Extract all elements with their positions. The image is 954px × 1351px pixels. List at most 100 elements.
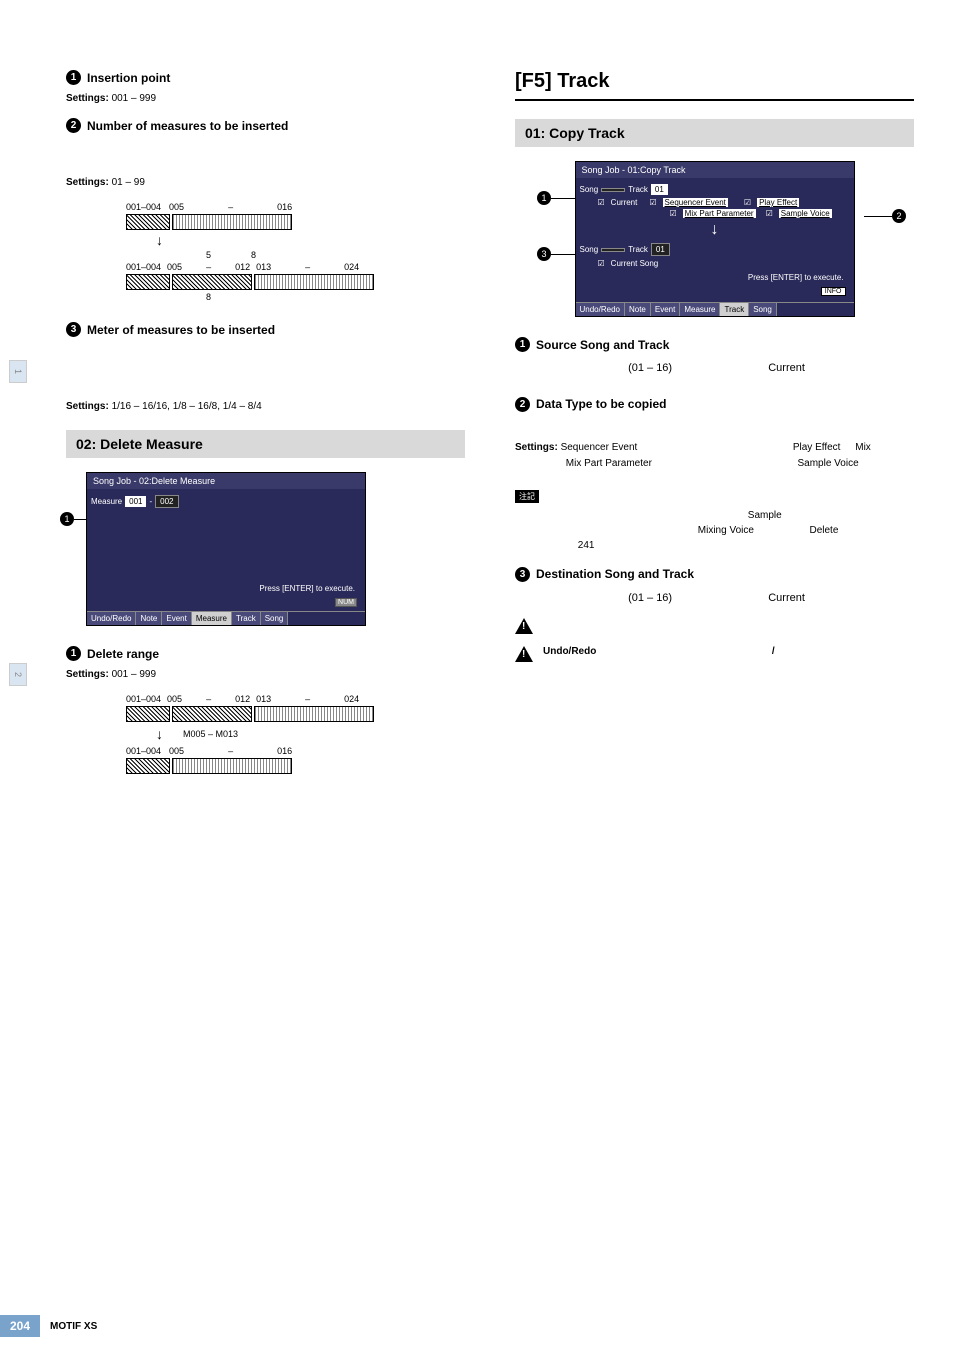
- tab-undo[interactable]: Undo/Redo: [87, 612, 136, 625]
- mid-label: M005 – M013: [183, 729, 238, 739]
- settings-value: 1/16 – 16/16, 1/8 – 16/8, 1/4 – 8/4: [112, 401, 262, 412]
- bullet-2-icon: 2: [66, 118, 81, 133]
- settings-delete-range: Settings: 001 – 999: [66, 669, 465, 680]
- exec-line: Press [ENTER] to execute.: [580, 269, 850, 286]
- checkbox-icon[interactable]: ☑: [649, 198, 656, 207]
- settings-label: Settings:: [515, 442, 558, 453]
- bar-bottom: [126, 758, 465, 774]
- settings-label: Settings:: [66, 177, 109, 188]
- tab-event[interactable]: Event: [162, 612, 191, 625]
- heading-text: Meter of measures to be inserted: [87, 323, 275, 337]
- heading-text: Insertion point: [87, 71, 170, 85]
- f5-header: [F5] Track: [515, 70, 914, 101]
- note-text: 241: [578, 540, 595, 551]
- lbl: 005: [167, 262, 182, 272]
- diagram-top-labels: 001–004 005 – 012 013 – 024: [126, 694, 465, 704]
- delete-diagram: 001–004 005 – 012 013 – 024 ↓ M005 – M01…: [126, 694, 465, 774]
- copy-track-screen: Song Job - 01:Copy Track Song Track 01 ☑…: [575, 161, 855, 317]
- lbl: 013: [256, 694, 271, 704]
- warning-text: Undo/Redo /: [543, 646, 775, 657]
- lbl: 012: [235, 694, 250, 704]
- lbl: 001–004: [126, 694, 161, 704]
- checkbox-icon[interactable]: ☑: [670, 209, 677, 218]
- bar-top: [126, 214, 465, 230]
- field-track[interactable]: 01: [651, 243, 670, 256]
- lbl: 005: [169, 746, 184, 756]
- checkbox-icon[interactable]: ☑: [744, 198, 751, 207]
- lbl: 024: [344, 694, 359, 704]
- tab-track[interactable]: Track: [232, 612, 261, 625]
- checkbox-icon[interactable]: ☑: [766, 209, 773, 218]
- lbl: 5: [206, 250, 211, 260]
- diagram-bot-labels: 001–004 005 – 012 013 – 024: [126, 262, 465, 272]
- warning-icon: [515, 618, 533, 634]
- delete-measure-screen: Song Job - 02:Delete Measure Measure 001…: [86, 472, 366, 626]
- tab-note[interactable]: Note: [136, 612, 162, 625]
- field-track[interactable]: 01: [651, 184, 668, 195]
- mid-labels: 5 8: [206, 250, 465, 260]
- lbl: 8: [206, 292, 465, 302]
- section-02-header: 02: Delete Measure: [66, 430, 465, 458]
- current-label: Current: [768, 592, 805, 604]
- lbl: 001–004: [126, 262, 161, 272]
- side-tab-1: 1: [9, 360, 27, 383]
- settings-data-type: Settings: Sequencer Event Play Effect Mi…: [515, 440, 914, 472]
- side-tab-2: 2: [9, 663, 27, 686]
- hatch-segment: [172, 274, 252, 290]
- checkbox-icon[interactable]: ☑: [598, 259, 605, 268]
- info-badge[interactable]: INFO: [821, 287, 846, 296]
- tab-note[interactable]: Note: [625, 303, 651, 316]
- lbl: Play Effect: [757, 198, 799, 207]
- field-to[interactable]: 002: [155, 495, 178, 508]
- note-body: Sample Mixing Voice Delete 241: [515, 508, 914, 553]
- tab-song[interactable]: Song: [749, 303, 777, 316]
- heading-text: Delete range: [87, 647, 159, 661]
- dst-row: Song Track 01: [580, 241, 850, 258]
- bullet-3-icon: 3: [515, 567, 530, 582]
- field-from[interactable]: 001: [125, 496, 146, 507]
- warning-icon: [515, 646, 533, 662]
- tab-strip: Undo/Redo Note Event Measure Track Song: [87, 611, 365, 625]
- hatch-segment: [254, 274, 374, 290]
- tab-song[interactable]: Song: [261, 612, 289, 625]
- note-text: Sample: [748, 510, 782, 521]
- tab-event[interactable]: Event: [651, 303, 680, 316]
- hatch-segment: [254, 706, 374, 722]
- tab-track[interactable]: Track: [720, 303, 749, 316]
- src-current: ☑ Current ☑ Sequencer Event ☑ Play Effec…: [580, 197, 850, 208]
- callout-1-icon: 1: [537, 191, 551, 205]
- hatch-segment: [126, 758, 170, 774]
- hatch-segment: [126, 274, 170, 290]
- checkbox-icon[interactable]: ☑: [598, 198, 605, 207]
- field-song[interactable]: [601, 248, 625, 252]
- tab-measure[interactable]: Measure: [192, 612, 232, 625]
- left-column: 1 Insertion point Settings: 001 – 999 2 …: [66, 70, 465, 1311]
- delete-screen-wrap: 1 Song Job - 02:Delete Measure Measure 0…: [86, 472, 465, 626]
- note-tag: 注記: [515, 490, 539, 503]
- page: 1 2 1 Insertion point Settings: 001 – 99…: [0, 0, 954, 1351]
- field-song[interactable]: [601, 188, 625, 192]
- footer: 204 MOTIF XS: [0, 1315, 97, 1337]
- lbl: 005: [167, 694, 182, 704]
- lbl: Current: [611, 198, 638, 207]
- settings-value: Mix: [855, 442, 871, 453]
- tab-measure[interactable]: Measure: [680, 303, 720, 316]
- tab-undo[interactable]: Undo/Redo: [576, 303, 625, 316]
- settings-label: Settings:: [66, 669, 109, 680]
- lbl: –: [206, 262, 211, 272]
- slash: /: [772, 646, 775, 657]
- heading-meter: 3 Meter of measures to be inserted: [66, 322, 465, 337]
- undo-label: Undo/Redo: [543, 646, 596, 657]
- heading-text: Destination Song and Track: [536, 567, 694, 581]
- settings-value: Sample Voice: [797, 458, 858, 469]
- bullet-3-icon: 3: [66, 322, 81, 337]
- lbl: 013: [256, 262, 271, 272]
- note-text: Delete: [809, 525, 838, 536]
- lbl: 024: [344, 262, 359, 272]
- heading-insertion-point: 1 Insertion point: [66, 70, 465, 85]
- hatch-segment: [126, 214, 170, 230]
- lbl: Sample Voice: [779, 209, 832, 218]
- heading-delete-range: 1 Delete range: [66, 646, 465, 661]
- heading-dest-track: 3 Destination Song and Track: [515, 567, 914, 582]
- callout-1-icon: 1: [60, 512, 74, 526]
